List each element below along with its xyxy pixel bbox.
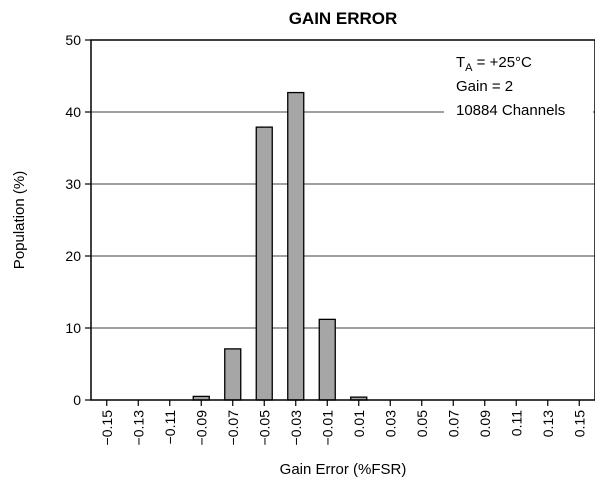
bar <box>318 318 336 401</box>
x-tick-label: −0.07 <box>225 410 241 446</box>
y-tick-label: 10 <box>65 320 81 336</box>
bars <box>192 91 368 401</box>
y-tick-label: 30 <box>65 176 81 192</box>
annotation-channels: 10884 Channels <box>456 102 565 119</box>
annotation: TA = +25°C Gain = 2 10884 Channels <box>444 48 593 120</box>
x-tick-label: 0.11 <box>508 410 524 436</box>
y-tick-label: 40 <box>65 104 81 120</box>
y-tick-label: 20 <box>65 248 81 264</box>
annotation-temp-prefix: T <box>456 54 465 71</box>
annotation-gain: Gain = 2 <box>456 78 513 95</box>
x-tick-label: −0.09 <box>193 410 209 446</box>
x-tick-label: 0.15 <box>571 410 587 437</box>
annotation-temperature: TA = +25°C <box>456 54 532 74</box>
x-tick-labels: −0.15 −0.13 −0.11 −0.09 −0.07 −0.05 −0.03 −0.01… <box>99 410 588 446</box>
annotation-background <box>444 48 593 120</box>
x-tick-label: −0.15 <box>99 410 115 446</box>
bar <box>255 126 273 401</box>
x-tick-label: −0.03 <box>288 410 304 446</box>
bar <box>224 348 242 401</box>
y-tick-labels: 0 10 20 30 40 50 <box>65 32 81 408</box>
axis-ticks <box>85 39 580 406</box>
bar <box>287 91 305 401</box>
x-axis-label: Gain Error (%FSR) <box>280 461 407 478</box>
x-tick-label: 0.07 <box>445 410 461 437</box>
annotation-temp-value: = +25°C <box>473 54 533 71</box>
x-tick-label: 0.13 <box>540 410 556 437</box>
x-tick-label: 0.01 <box>351 410 367 437</box>
x-tick-label: −0.01 <box>319 410 335 446</box>
y-tick-label: 50 <box>65 32 81 48</box>
x-tick-label: 0.09 <box>477 410 493 437</box>
x-tick-label: −0.05 <box>256 410 272 446</box>
x-tick-label: −0.11 <box>162 410 178 445</box>
chart-title: GAIN ERROR <box>289 9 398 28</box>
plot-frame <box>90 39 595 401</box>
annotation-temp-subscript: A <box>465 62 473 74</box>
y-tick-label: 0 <box>73 392 81 408</box>
x-tick-label: 0.03 <box>382 410 398 437</box>
x-tick-label: 0.05 <box>414 410 430 437</box>
x-tick-label: −0.13 <box>130 410 146 446</box>
y-axis-label: Population (%) <box>11 171 28 269</box>
grid-lines <box>91 111 595 329</box>
